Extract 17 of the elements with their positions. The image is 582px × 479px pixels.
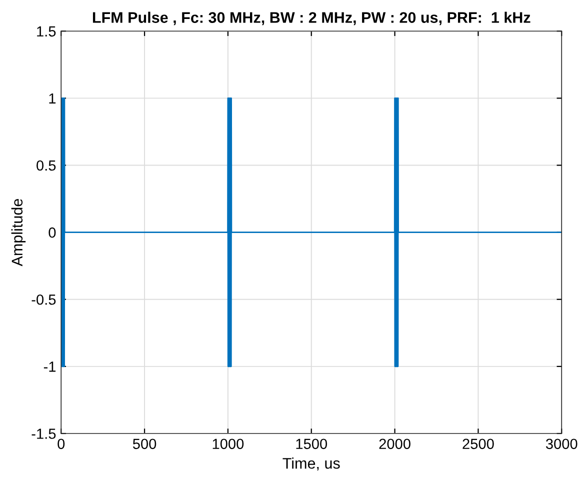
- x-tick-label: 1000: [212, 438, 244, 450]
- x-axis-title: Time, us: [282, 458, 340, 471]
- y-tick-label: 0.5: [36, 160, 56, 171]
- y-tick-label: 1.5: [37, 26, 56, 37]
- y-tick-label: -1.5: [32, 428, 56, 439]
- x-tick-label: 3000: [546, 438, 578, 450]
- y-axis-title: Amplitude: [11, 199, 26, 266]
- y-tick-label: -1: [44, 362, 56, 372]
- x-tick-label: 0: [58, 438, 65, 450]
- y-tick-label: 1: [49, 93, 56, 104]
- x-tick-label: 2000: [379, 438, 410, 450]
- chart-title: LFM Pulse , Fc: 30 MHz, BW : 2 MHz, PW : 20 us, PRF: 1 kHz: [92, 12, 530, 26]
- x-tick-label: 2500: [462, 438, 494, 450]
- y-tick-label: -0.5: [32, 294, 56, 305]
- x-tick-label: 1500: [296, 438, 328, 450]
- y-tick-label: 0: [48, 227, 56, 238]
- x-tick-label: 500: [132, 438, 156, 450]
